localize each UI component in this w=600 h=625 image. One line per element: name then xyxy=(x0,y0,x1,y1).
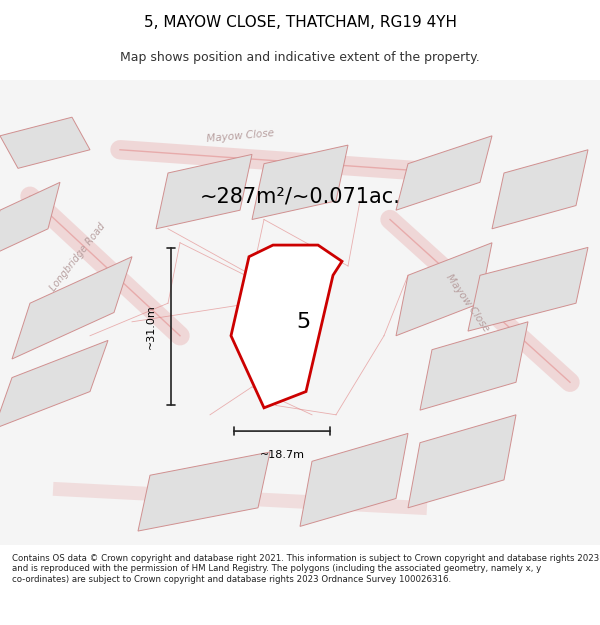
Polygon shape xyxy=(0,182,60,257)
Text: Contains OS data © Crown copyright and database right 2021. This information is : Contains OS data © Crown copyright and d… xyxy=(12,554,599,584)
Text: 5: 5 xyxy=(296,312,310,332)
Polygon shape xyxy=(408,415,516,508)
Polygon shape xyxy=(156,154,252,229)
Text: ~18.7m: ~18.7m xyxy=(260,449,305,459)
Text: Longbridge Road: Longbridge Road xyxy=(49,221,107,292)
Text: ~31.0m: ~31.0m xyxy=(146,304,156,349)
Polygon shape xyxy=(396,136,492,210)
Polygon shape xyxy=(300,433,408,526)
Polygon shape xyxy=(468,248,588,331)
Text: Mayow Close: Mayow Close xyxy=(206,128,274,144)
Text: Mayow Close: Mayow Close xyxy=(445,272,491,334)
Polygon shape xyxy=(0,341,108,429)
Polygon shape xyxy=(231,245,342,408)
Polygon shape xyxy=(252,145,348,219)
Polygon shape xyxy=(12,257,132,359)
Polygon shape xyxy=(138,452,270,531)
Polygon shape xyxy=(492,150,588,229)
Text: 5, MAYOW CLOSE, THATCHAM, RG19 4YH: 5, MAYOW CLOSE, THATCHAM, RG19 4YH xyxy=(143,15,457,30)
Text: ~287m²/~0.071ac.: ~287m²/~0.071ac. xyxy=(200,186,400,206)
Text: Map shows position and indicative extent of the property.: Map shows position and indicative extent… xyxy=(120,51,480,64)
Polygon shape xyxy=(0,118,90,168)
Polygon shape xyxy=(420,322,528,410)
Polygon shape xyxy=(396,242,492,336)
